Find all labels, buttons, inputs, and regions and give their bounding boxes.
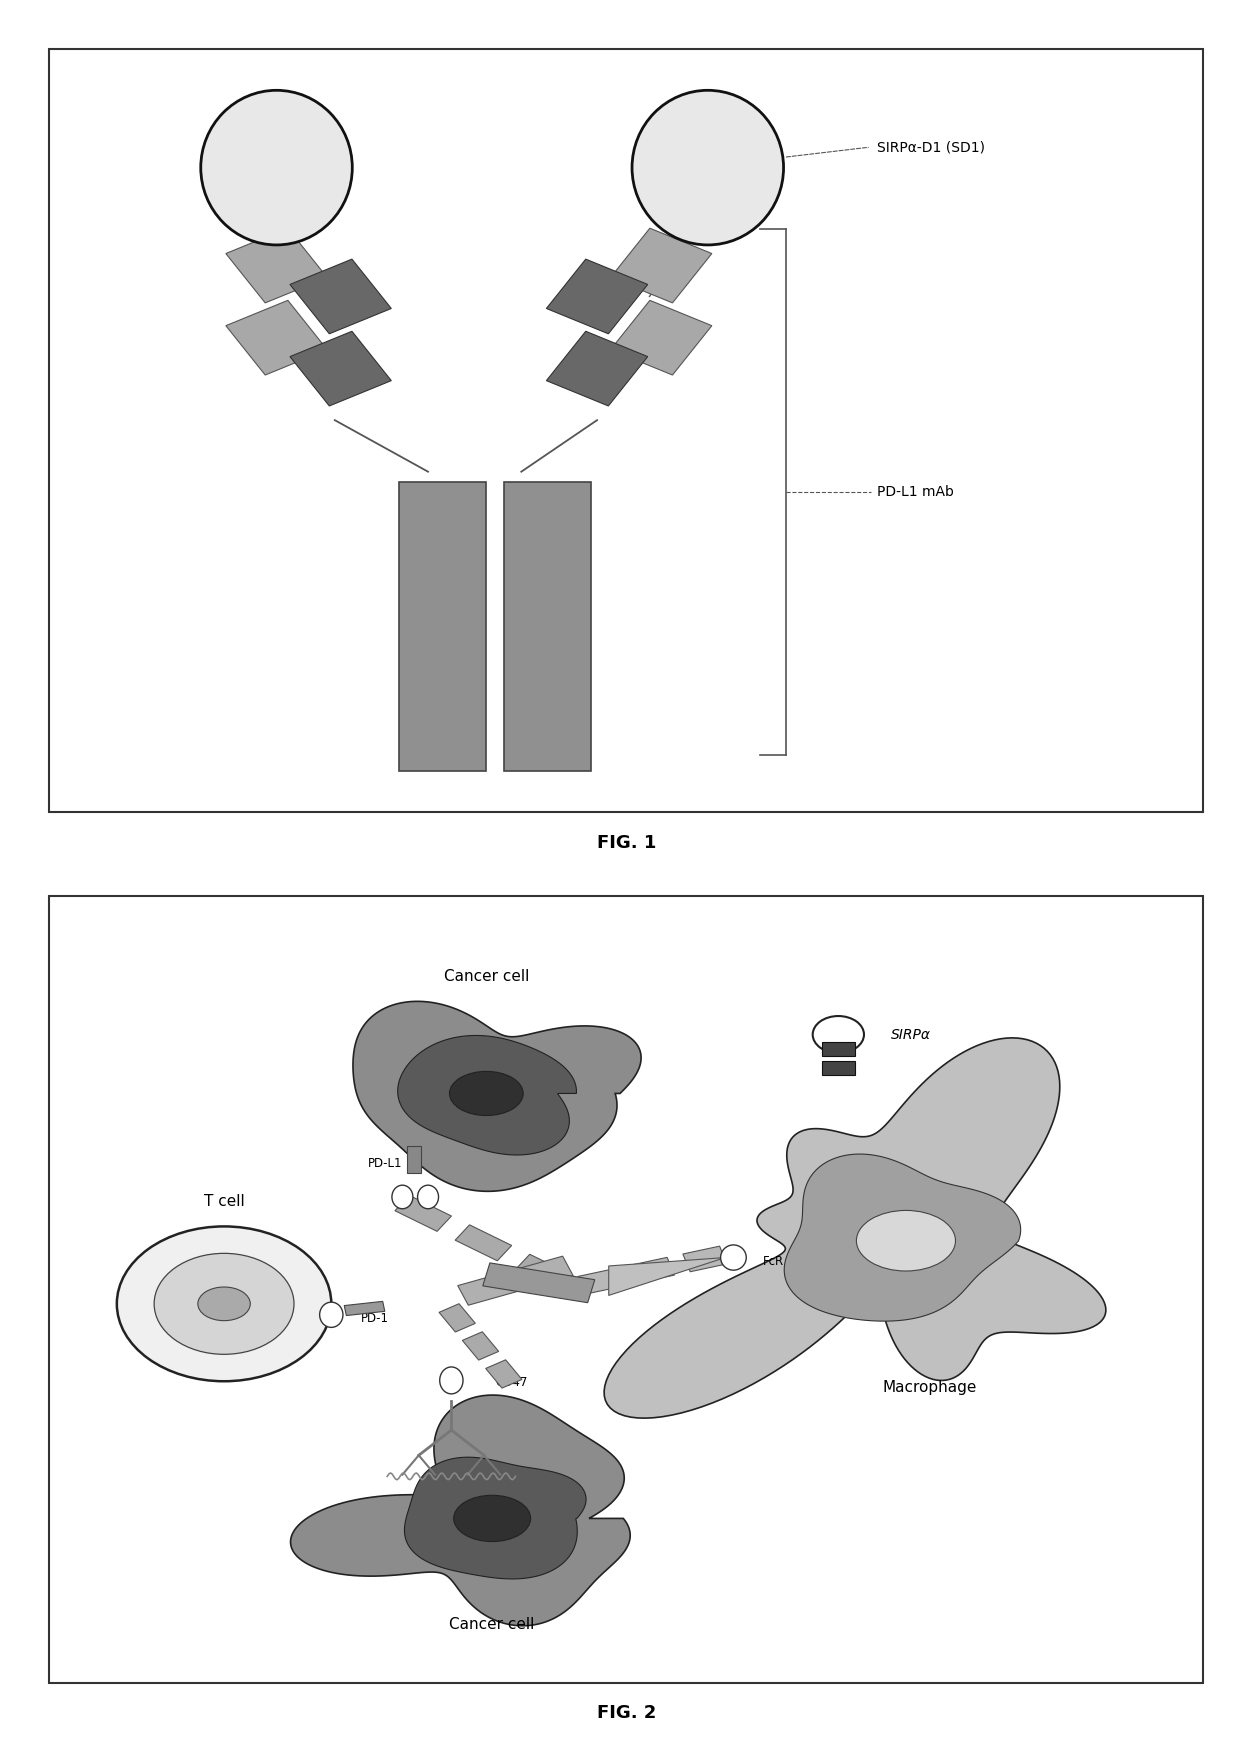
Ellipse shape <box>392 1186 413 1209</box>
Bar <box>503 481 591 771</box>
Polygon shape <box>394 1195 451 1232</box>
Text: Cancer cell: Cancer cell <box>449 1616 534 1632</box>
Polygon shape <box>610 300 712 374</box>
Text: Cancer cell: Cancer cell <box>444 970 529 984</box>
Circle shape <box>812 1016 864 1052</box>
Polygon shape <box>610 228 712 302</box>
Ellipse shape <box>418 1186 439 1209</box>
Polygon shape <box>547 332 647 406</box>
Polygon shape <box>486 1360 522 1388</box>
Text: CD47: CD47 <box>496 1376 528 1388</box>
Text: PD-L1: PD-L1 <box>368 1158 402 1170</box>
Text: Macrophage: Macrophage <box>882 1379 976 1395</box>
Ellipse shape <box>449 1072 523 1116</box>
Polygon shape <box>578 1269 622 1295</box>
Polygon shape <box>547 258 647 334</box>
Text: PD-L1 mAb: PD-L1 mAb <box>877 485 954 499</box>
Polygon shape <box>404 1457 587 1580</box>
Ellipse shape <box>857 1211 956 1270</box>
Bar <box>822 1042 854 1056</box>
Text: T cell: T cell <box>203 1193 244 1209</box>
Polygon shape <box>226 228 327 302</box>
Polygon shape <box>463 1332 498 1360</box>
Polygon shape <box>604 1038 1106 1418</box>
Text: FIG. 2: FIG. 2 <box>596 1704 656 1722</box>
Ellipse shape <box>320 1302 343 1327</box>
Polygon shape <box>345 1302 384 1316</box>
Polygon shape <box>398 1035 577 1154</box>
Ellipse shape <box>440 1367 463 1393</box>
Text: SIRPα: SIRPα <box>890 1028 931 1042</box>
Bar <box>822 1061 854 1075</box>
Polygon shape <box>353 1001 641 1191</box>
Polygon shape <box>609 1258 725 1295</box>
Polygon shape <box>683 1246 727 1272</box>
Ellipse shape <box>198 1286 250 1321</box>
Bar <box>399 481 486 771</box>
Ellipse shape <box>201 90 352 244</box>
Circle shape <box>154 1253 294 1355</box>
Polygon shape <box>458 1256 573 1305</box>
Text: PD-1: PD-1 <box>361 1312 388 1325</box>
Polygon shape <box>439 1304 475 1332</box>
Polygon shape <box>630 1258 675 1283</box>
Polygon shape <box>226 300 327 374</box>
Polygon shape <box>290 332 392 406</box>
Polygon shape <box>516 1254 572 1290</box>
Polygon shape <box>407 1147 422 1174</box>
Text: SIRPα-D1 (SD1): SIRPα-D1 (SD1) <box>877 141 985 155</box>
Polygon shape <box>290 258 392 334</box>
Text: FcR: FcR <box>763 1254 784 1269</box>
Text: FIG. 1: FIG. 1 <box>596 835 656 852</box>
Polygon shape <box>455 1225 512 1262</box>
Polygon shape <box>482 1263 595 1302</box>
Polygon shape <box>784 1154 1021 1321</box>
Ellipse shape <box>720 1246 746 1270</box>
Circle shape <box>117 1226 331 1381</box>
Polygon shape <box>290 1395 630 1625</box>
Ellipse shape <box>454 1495 531 1541</box>
Ellipse shape <box>632 90 784 244</box>
